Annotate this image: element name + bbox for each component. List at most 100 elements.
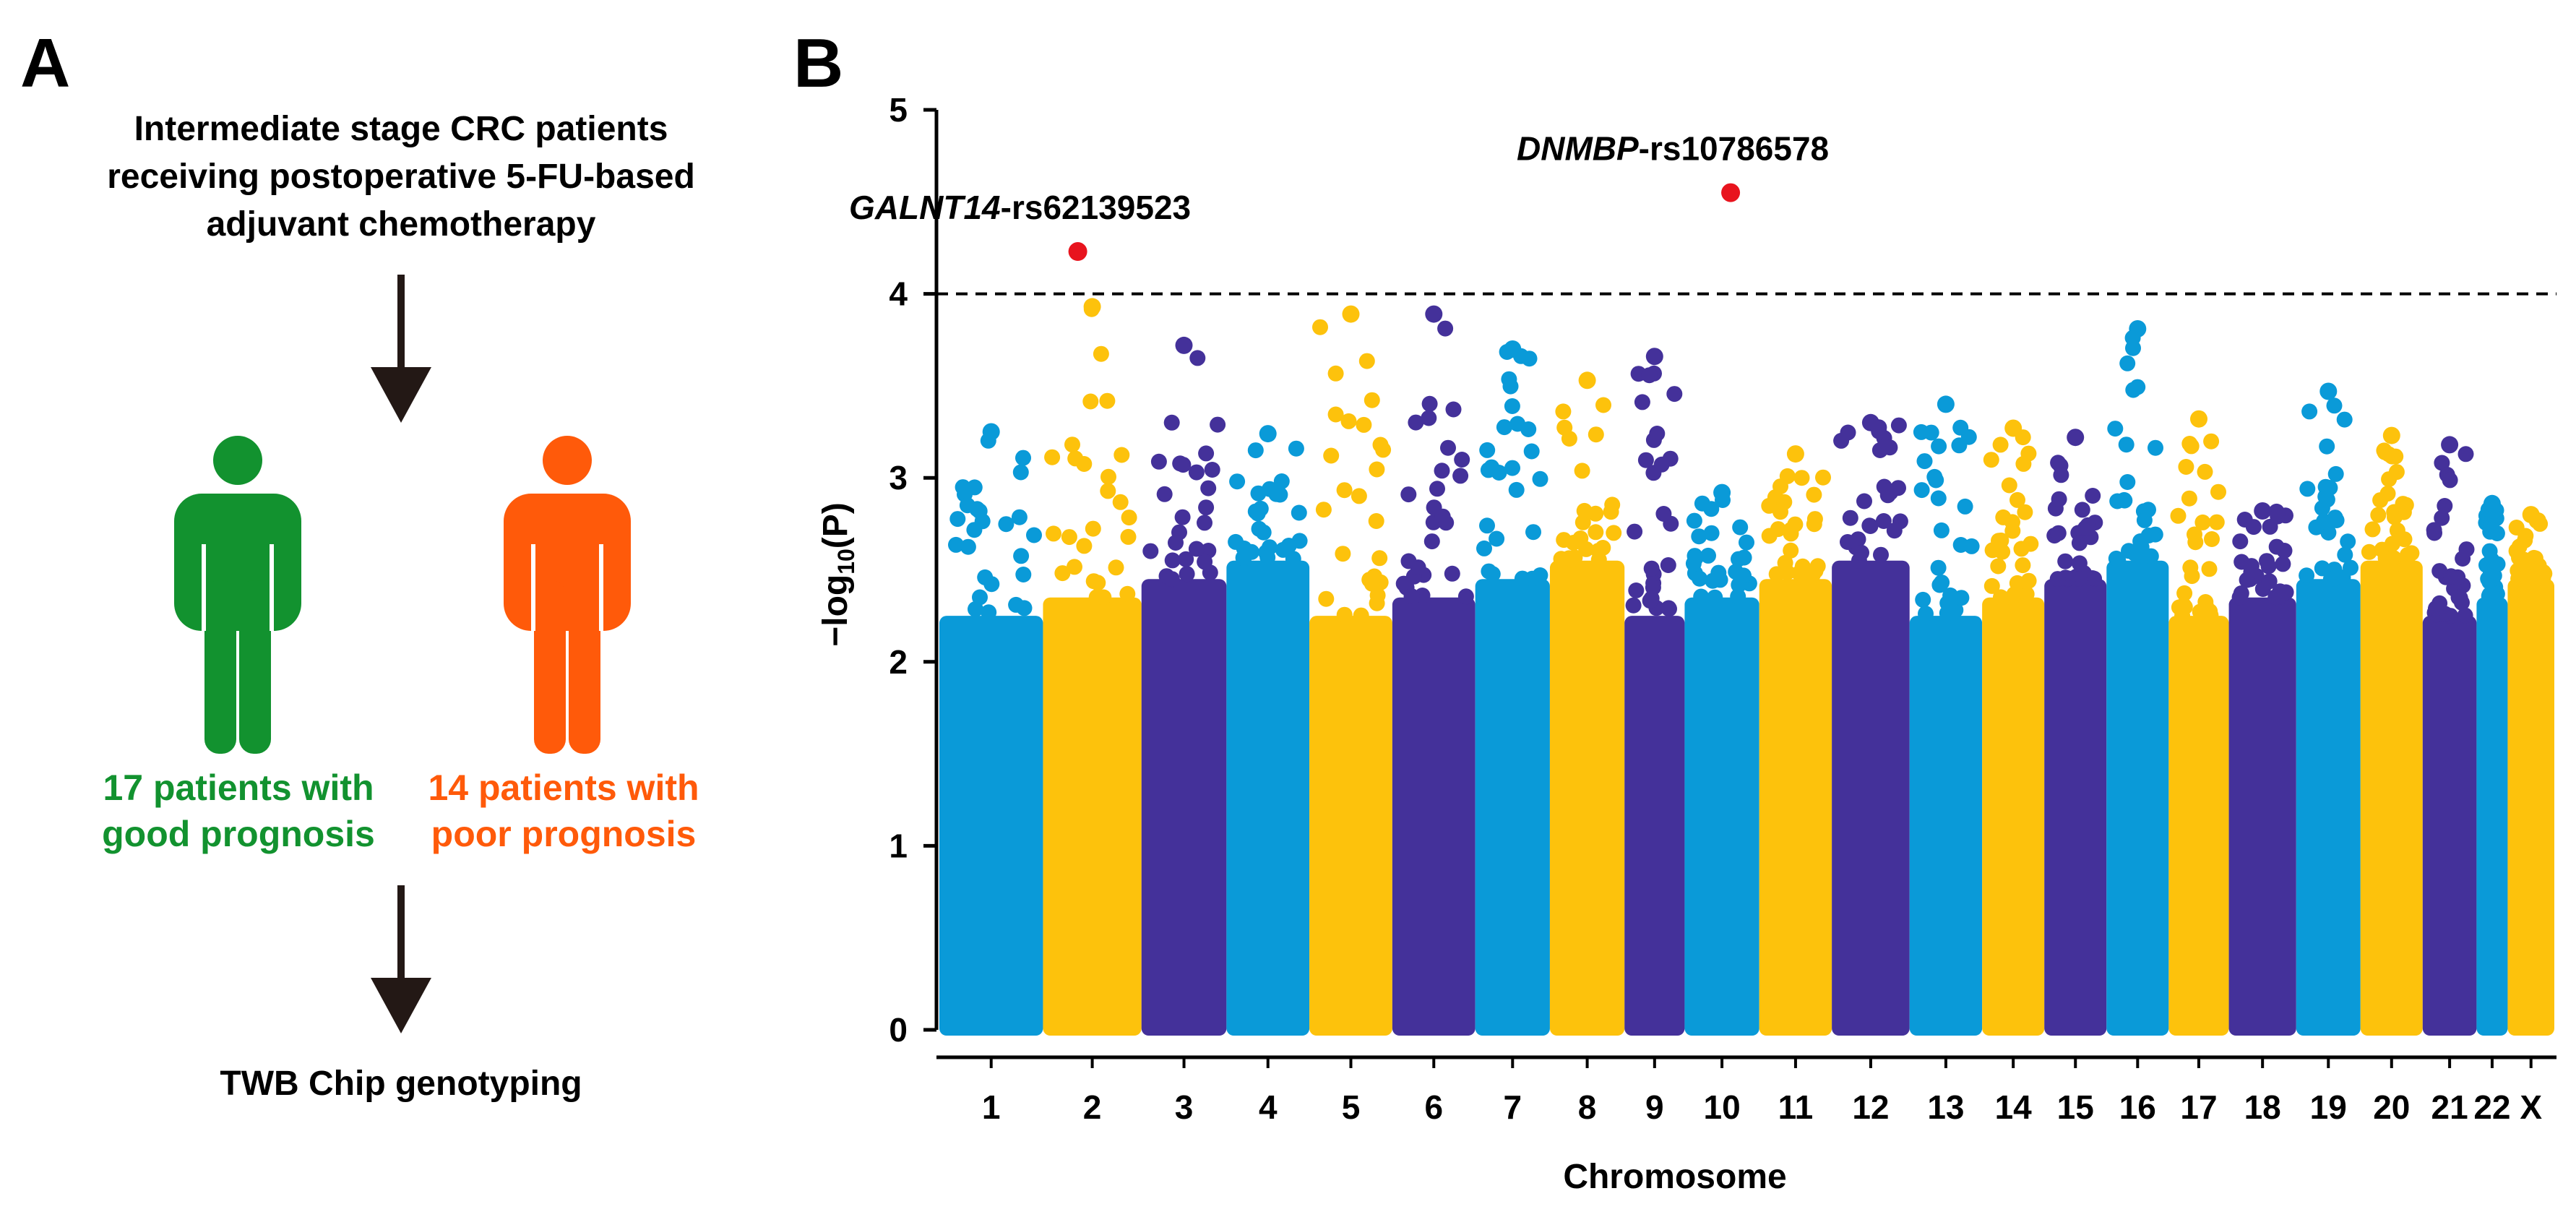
- snp-point: [1489, 530, 1505, 547]
- snp-point: [1200, 480, 1217, 496]
- snp-point: [1364, 392, 1380, 408]
- snp-point-max-chr-13: [1937, 395, 1955, 413]
- snp-point: [1736, 549, 1752, 566]
- snp-point: [1438, 515, 1455, 531]
- snp-point-max-chr-10: [1713, 483, 1731, 502]
- snp-point: [2051, 491, 2067, 507]
- snp-point: [1273, 473, 1290, 489]
- snp-point: [1008, 596, 1025, 613]
- chromosome-column-21: [2422, 616, 2477, 1036]
- chromosome-column-19: [2296, 579, 2361, 1036]
- chromosome-column-1: [939, 616, 1043, 1036]
- snp-points: [948, 298, 2553, 624]
- snp-point: [1532, 470, 1548, 487]
- snp-point: [1178, 551, 1194, 567]
- snp-point: [1210, 416, 1226, 433]
- snp-point-max-chr-8: [1578, 371, 1596, 390]
- snp-point-max-chr-12: [1861, 413, 1879, 431]
- chromosome-column-9: [1624, 616, 1685, 1036]
- snp-point: [1291, 504, 1307, 521]
- snp-point: [2381, 471, 2398, 488]
- x-tick-label: 17: [2180, 1088, 2217, 1126]
- snp-point: [2484, 589, 2501, 606]
- snp-point: [1112, 494, 1129, 510]
- snp-point: [1198, 445, 1215, 462]
- snp-point: [1318, 590, 1335, 607]
- snp-point: [1315, 502, 1332, 518]
- snp-point: [968, 601, 983, 617]
- snp-point: [1015, 567, 1032, 582]
- snp-point: [1842, 509, 1858, 526]
- snp-point: [1732, 519, 1749, 536]
- snp-point: [1930, 559, 1947, 576]
- snp-point: [1197, 515, 1212, 531]
- snp-point: [1523, 443, 1540, 460]
- chromosome-column-12: [1832, 560, 1910, 1036]
- cohort-line-1: Intermediate stage CRC patients: [134, 110, 668, 148]
- y-tick-label: 2: [889, 643, 908, 681]
- snp-point: [1945, 603, 1962, 620]
- snp-point: [2508, 520, 2525, 536]
- snp-point: [2482, 523, 2499, 540]
- snp-point: [1100, 468, 1116, 485]
- snp-point: [2201, 561, 2218, 577]
- snp-point: [1259, 549, 1276, 566]
- poor-prognosis-line-1: 14 patients with: [428, 767, 699, 808]
- snp-point: [1164, 552, 1181, 569]
- snp-point-max-chr-9: [1645, 348, 1663, 366]
- gene-name: GALNT14: [849, 189, 1001, 226]
- snp-point: [1082, 393, 1099, 410]
- chromosome-column-4: [1226, 560, 1310, 1036]
- snp-point: [1150, 453, 1167, 470]
- snp-point: [998, 516, 1015, 533]
- snp-point: [1188, 464, 1205, 481]
- snp-point-max-chr-2: [1083, 298, 1101, 316]
- snp-point: [1076, 456, 1093, 472]
- snp-point: [1926, 468, 1943, 485]
- snp-point: [1915, 591, 1931, 608]
- snp-point: [1992, 437, 2009, 453]
- snp-point: [2483, 571, 2499, 587]
- snp-point: [966, 479, 983, 496]
- snp-point: [1410, 559, 1426, 576]
- snp-point: [2148, 439, 2163, 456]
- snp-point: [2278, 584, 2294, 601]
- snp-point: [1525, 524, 1541, 541]
- highlighted-snp-point: [1721, 183, 1741, 202]
- snp-point: [2053, 467, 2069, 483]
- snp-point: [2535, 570, 2551, 587]
- snp-point: [2343, 559, 2359, 576]
- snp-point: [2085, 488, 2101, 504]
- snp-point: [1340, 413, 1357, 429]
- snp-point: [1476, 540, 1492, 556]
- snp-point: [1555, 403, 1572, 420]
- snp-point-max-chr-15: [2067, 429, 2085, 447]
- snp-point: [1856, 493, 1872, 509]
- good-prognosis-line-2: good prognosis: [102, 814, 375, 854]
- chromosome-column-15: [2044, 579, 2107, 1036]
- snp-point: [1556, 532, 1572, 549]
- snp-point: [1793, 470, 1810, 486]
- snp-point-max-chr-X: [2522, 506, 2540, 524]
- x-tick-label: 6: [1424, 1088, 1443, 1126]
- snp-point: [2009, 575, 2025, 591]
- y-tick-label: 0: [889, 1011, 908, 1049]
- snp-point-max-chr-14: [2004, 419, 2023, 437]
- snp-point: [1142, 543, 1159, 559]
- snp-point: [2450, 569, 2466, 585]
- snp-point-max-chr-11: [1786, 445, 1804, 463]
- snp-point: [1064, 437, 1080, 453]
- snp-point: [1099, 392, 1116, 409]
- snp-point: [2210, 483, 2226, 500]
- snp-point: [1779, 468, 1796, 484]
- snp-point: [1563, 551, 1580, 568]
- snp-point: [2457, 607, 2473, 624]
- snp-point: [2181, 490, 2197, 507]
- snp-point: [2428, 600, 2444, 616]
- snp-point: [2326, 397, 2343, 414]
- snp-point: [974, 513, 991, 530]
- snp-point: [948, 536, 964, 553]
- snp-point: [1853, 544, 1869, 561]
- snp-point: [1015, 450, 1031, 466]
- snp-point: [2389, 523, 2405, 538]
